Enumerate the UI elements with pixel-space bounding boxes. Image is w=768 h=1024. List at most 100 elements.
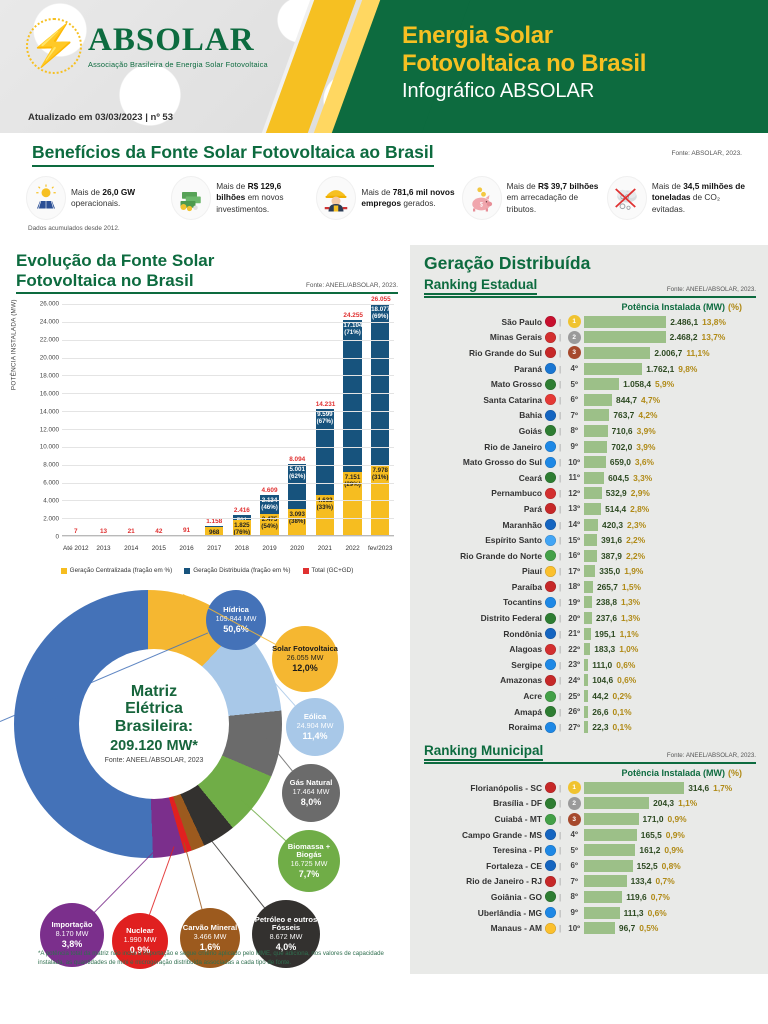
chart-bar-group: 5.001 (62%) 3.093 (38%) 8.094 bbox=[283, 304, 311, 537]
rank-separator: | bbox=[559, 410, 562, 421]
rank-value: 314,6 bbox=[688, 782, 710, 793]
callout-label: Importação bbox=[51, 919, 93, 929]
municipal-col-pct: (%) bbox=[728, 768, 742, 779]
rank-percent: 11,1% bbox=[686, 347, 710, 358]
ranking-row[interactable]: Florianópolis - SC | 1 314,6 1,7% bbox=[424, 780, 756, 796]
medal-icon: 3 bbox=[567, 346, 581, 360]
rank-bar bbox=[584, 797, 650, 810]
flag-icon bbox=[545, 907, 556, 919]
ranking-row[interactable]: Teresina - PI | 5º 161,2 0,9% bbox=[424, 842, 756, 858]
ranking-row[interactable]: Rio Grande do Sul | 3 2.006,7 11,1% bbox=[424, 345, 756, 361]
ranking-row[interactable]: Rondônia | 21º 195,1 1,1% bbox=[424, 626, 756, 642]
rank-value: 195,1 bbox=[594, 628, 616, 639]
bar-segment-distributed: 18.077 (69%) bbox=[371, 304, 391, 466]
bar-segment-distributed: 5.001 (62%) bbox=[288, 463, 307, 509]
state-col-power: Potência Instalada (MW) bbox=[621, 302, 725, 312]
header-title-block: Energia Solar Fotovoltaica no Brasil Inf… bbox=[402, 22, 754, 103]
evolution-source: Fonte: ANEEL/ABSOLAR, 2023. bbox=[305, 282, 398, 290]
ranking-row[interactable]: Alagoas | 22º 183,3 1,0% bbox=[424, 641, 756, 657]
ranking-row[interactable]: Tocantins | 19º 238,8 1,3% bbox=[424, 595, 756, 611]
rank-bar bbox=[584, 378, 620, 391]
rank-bar bbox=[584, 518, 599, 531]
state-ranking-header: Potência Instalada (MW) (%) bbox=[424, 302, 756, 312]
ranking-row[interactable]: Bahia | 7º 763,7 4,2% bbox=[424, 408, 756, 424]
bar-label-distributed: 5.001 (62%) bbox=[288, 465, 306, 480]
ranking-row[interactable]: Rio Grande do Norte | 16º 387,9 2,2% bbox=[424, 548, 756, 564]
rank-bar-box: 44,2 0,2% bbox=[584, 690, 756, 703]
rank-value: 604,5 bbox=[608, 472, 630, 483]
ranking-row[interactable]: Campo Grande - MS | 4º 165,5 0,9% bbox=[424, 827, 756, 843]
bar-total-label: 4.609 bbox=[261, 486, 278, 494]
bar-label-distributed: 18.077 (69%) bbox=[371, 306, 391, 321]
rank-bar-box: 171,0 0,9% bbox=[584, 813, 756, 826]
chart-bar-group: 9.599(67%) 4.632(33%) 14.231 bbox=[311, 304, 339, 537]
ranking-row[interactable]: São Paulo | 1 2.486,1 13,8% bbox=[424, 314, 756, 330]
ranking-row[interactable]: Paraíba | 18º 265,7 1,5% bbox=[424, 579, 756, 595]
ranking-row[interactable]: Amazonas | 24º 104,6 0,6% bbox=[424, 673, 756, 689]
flag-icon bbox=[545, 721, 556, 733]
ranking-row[interactable]: Piauí | 17º 335,0 1,9% bbox=[424, 564, 756, 580]
ranking-row[interactable]: Rio de Janeiro - RJ | 7º 133,4 0,7% bbox=[424, 874, 756, 890]
ranking-row[interactable]: Minas Gerais | 2 2.468,2 13,7% bbox=[424, 330, 756, 346]
donut-callout: Eólica 24.904 MW 11,4% bbox=[286, 698, 344, 757]
rank-position: 25º bbox=[568, 691, 581, 701]
rank-value: 2.486,1 bbox=[670, 316, 699, 327]
chart-x-tick: Até 2012 bbox=[63, 545, 89, 553]
flag-icon bbox=[545, 347, 556, 359]
rank-percent: 3,3% bbox=[633, 472, 653, 483]
rank-bar bbox=[584, 471, 605, 484]
rank-value: 161,2 bbox=[639, 845, 661, 856]
rank-name: Espírito Santo bbox=[485, 535, 542, 546]
chart-bar-group: 7 bbox=[62, 304, 90, 536]
ranking-row[interactable]: Ceará | 11º 604,5 3,3% bbox=[424, 470, 756, 486]
logo-wordmark: ABSOLAR bbox=[88, 21, 255, 58]
flag-icon bbox=[545, 706, 556, 718]
ranking-row[interactable]: Fortaleza - CE | 6º 152,5 0,8% bbox=[424, 858, 756, 874]
rank-separator: | bbox=[559, 628, 562, 639]
ranking-row[interactable]: Rio de Janeiro | 9º 702,0 3,9% bbox=[424, 439, 756, 455]
ranking-row[interactable]: Uberlândia - MG | 9º 111,3 0,6% bbox=[424, 905, 756, 921]
donut-callout: Importação 8.170 MW 3,8% bbox=[40, 903, 104, 968]
rank-bar bbox=[584, 502, 602, 515]
ranking-row[interactable]: Pernambuco | 12º 532,9 2,9% bbox=[424, 486, 756, 502]
ranking-row[interactable]: Roraima | 27º 22,3 0,1% bbox=[424, 719, 756, 735]
ranking-row[interactable]: Amapá | 26º 26,6 0,1% bbox=[424, 704, 756, 720]
ranking-row[interactable]: Manaus - AM | 10º 96,7 0,5% bbox=[424, 920, 756, 936]
ranking-row[interactable]: Espírito Santo | 15º 391,6 2,2% bbox=[424, 532, 756, 548]
rank-value: 265,7 bbox=[596, 581, 618, 592]
ranking-row[interactable]: Pará | 13º 514,4 2,8% bbox=[424, 501, 756, 517]
ranking-row[interactable]: Distrito Federal | 20º 237,6 1,3% bbox=[424, 610, 756, 626]
logo-tagline: Associação Brasileira de Energia Solar F… bbox=[88, 59, 268, 69]
evolution-card: Evolução da Fonte Solar Fotovoltaica no … bbox=[0, 245, 410, 579]
rank-value: 702,0 bbox=[611, 441, 633, 452]
chart-bar-group: 591(24%)1.825(76%)2.416 bbox=[228, 304, 256, 537]
ranking-row[interactable]: Cuiabá - MT | 3 171,0 0,9% bbox=[424, 811, 756, 827]
ranking-row[interactable]: Mato Grosso do Sul | 10º 659,0 3,6% bbox=[424, 454, 756, 470]
chart-x-tick: 2016 bbox=[179, 545, 194, 553]
rank-bar bbox=[584, 596, 593, 609]
absolar-logo[interactable]: ⚡ ABSOLAR Associação Brasileira de Energ… bbox=[26, 18, 268, 74]
ranking-row[interactable]: Maranhão | 14º 420,3 2,3% bbox=[424, 517, 756, 533]
rank-value: 710,6 bbox=[611, 425, 633, 436]
callout-value: 17.464 MW bbox=[292, 786, 330, 796]
ranking-row[interactable]: Goiás | 8º 710,6 3,9% bbox=[424, 423, 756, 439]
rank-bar-box: 119,6 0,7% bbox=[584, 890, 756, 903]
updated-date: Atualizado em 03/03/2023 | nº 53 bbox=[28, 112, 174, 123]
bar-label-centralized: 1.825 (76%) bbox=[233, 521, 251, 536]
ranking-row[interactable]: Acre | 25º 44,2 0,2% bbox=[424, 688, 756, 704]
ranking-row[interactable]: Goiânia - GO | 8º 119,6 0,7% bbox=[424, 889, 756, 905]
ranking-row[interactable]: Paraná | 4º 1.762,1 9,8% bbox=[424, 361, 756, 377]
ranking-row[interactable]: Mato Grosso | 5º 1.058,4 5,9% bbox=[424, 376, 756, 392]
rank-value: 335,0 bbox=[599, 566, 621, 577]
ranking-row[interactable]: Brasília - DF | 2 204,3 1,1% bbox=[424, 796, 756, 812]
benefit-value: R$ 129,6 bilhões bbox=[216, 181, 282, 203]
chart-gridline: 24.000 bbox=[40, 319, 394, 326]
header-title-line1: Energia Solar bbox=[402, 22, 553, 49]
ranking-row[interactable]: Sergipe | 23º 111,0 0,6% bbox=[424, 657, 756, 673]
rank-separator: | bbox=[559, 691, 562, 702]
rank-position: 2 bbox=[564, 330, 584, 344]
rank-value: 387,9 bbox=[600, 550, 622, 561]
callout-label: Carvão Mineral bbox=[182, 922, 238, 932]
ranking-row[interactable]: Santa Catarina | 6º 844,7 4,7% bbox=[424, 392, 756, 408]
header-subtitle: Infográfico ABSOLAR bbox=[402, 80, 595, 103]
